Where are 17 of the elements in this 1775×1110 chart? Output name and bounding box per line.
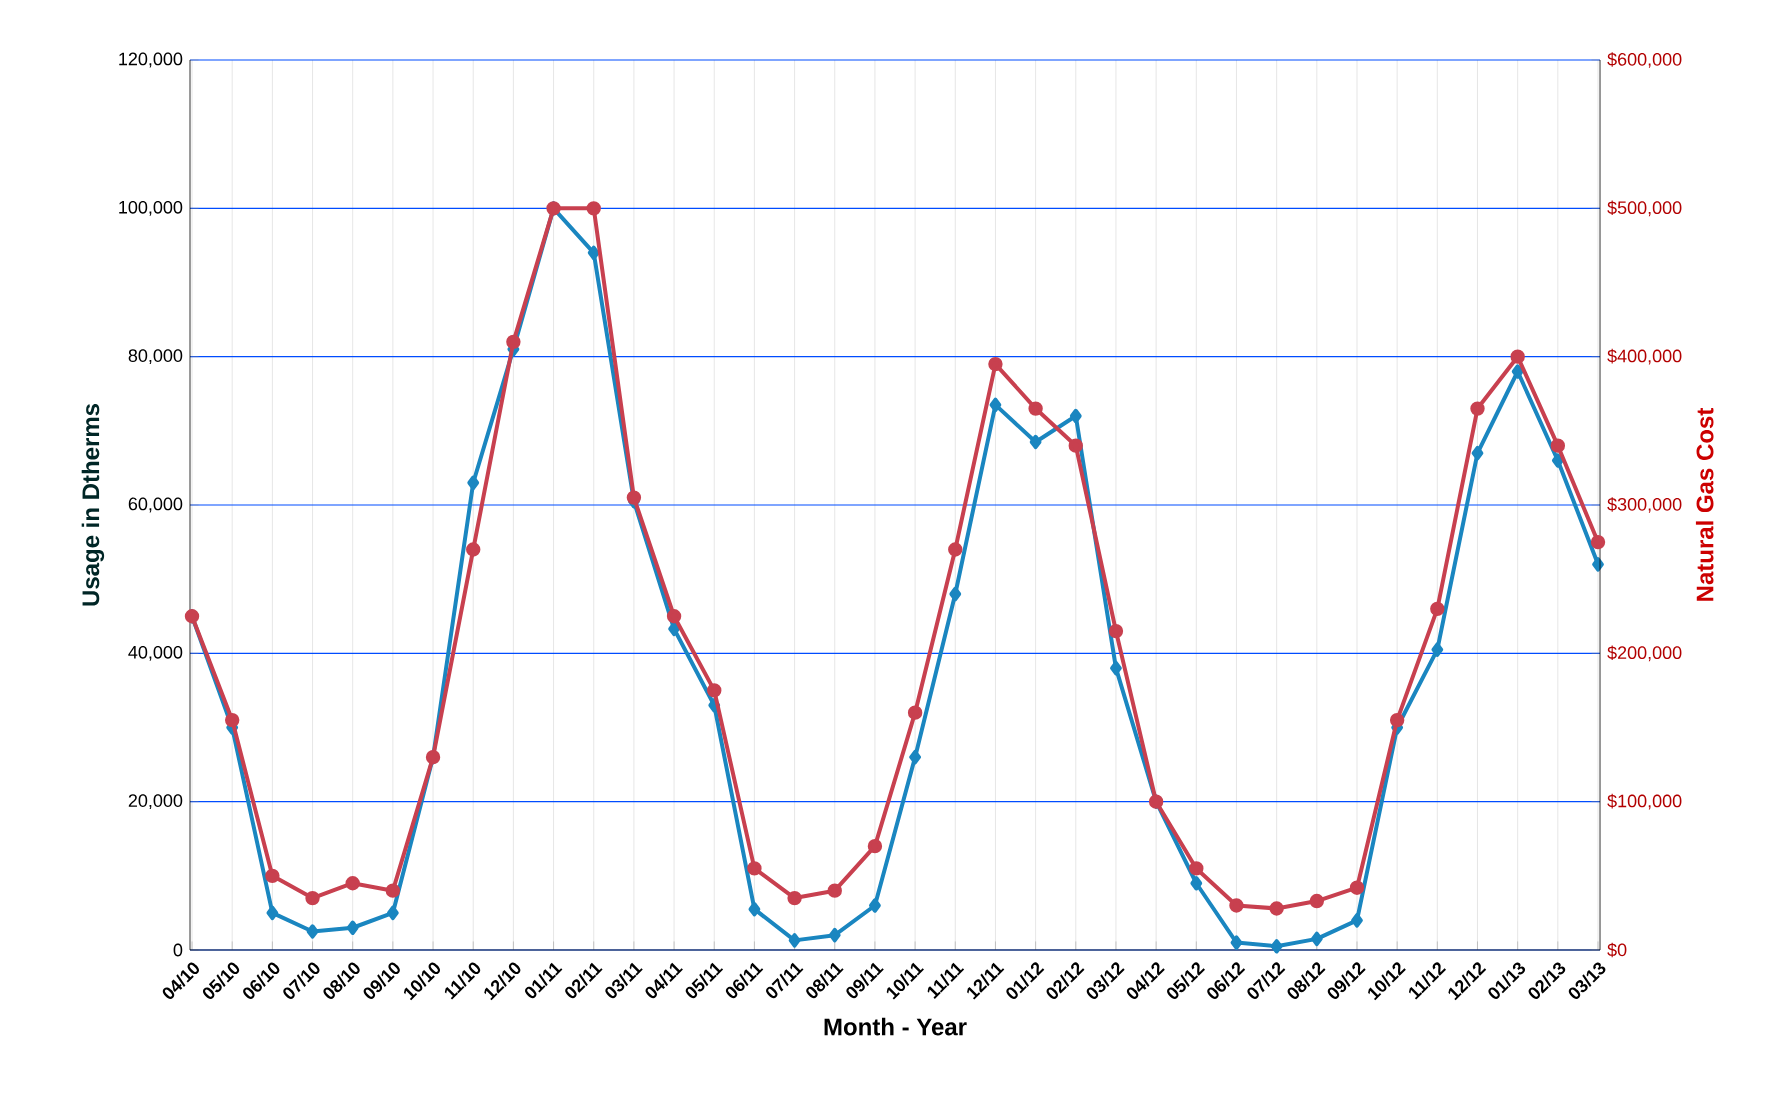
y-tick-label: 100,000 bbox=[119, 200, 183, 216]
y2-tick-label: $600,000 bbox=[1607, 52, 1682, 68]
y-tick-label: 40,000 bbox=[128, 645, 183, 661]
y2-tick-label: $400,000 bbox=[1607, 348, 1682, 365]
y2-axis-title: Natural Gas Cost bbox=[1695, 407, 1714, 601]
y-tick-label: 0 bbox=[173, 943, 183, 957]
x-axis-title: Month - Year bbox=[824, 1017, 967, 1036]
y-axis-title: Usage in Dtherms bbox=[81, 403, 105, 606]
y2-tick-label: $500,000 bbox=[1607, 200, 1682, 217]
y2-tick-label: $0 bbox=[1607, 942, 1627, 958]
y-tick-label: 120,000 bbox=[119, 52, 183, 68]
y-tick-label: 80,000 bbox=[128, 349, 183, 365]
y2-tick-label: $300,000 bbox=[1607, 497, 1682, 513]
y2-tick-label: $100,000 bbox=[1607, 793, 1682, 810]
y2-tick-label: $200,000 bbox=[1607, 645, 1682, 662]
y-tick-label: 60,000 bbox=[128, 497, 183, 513]
y-tick-label: 20,000 bbox=[128, 794, 183, 810]
